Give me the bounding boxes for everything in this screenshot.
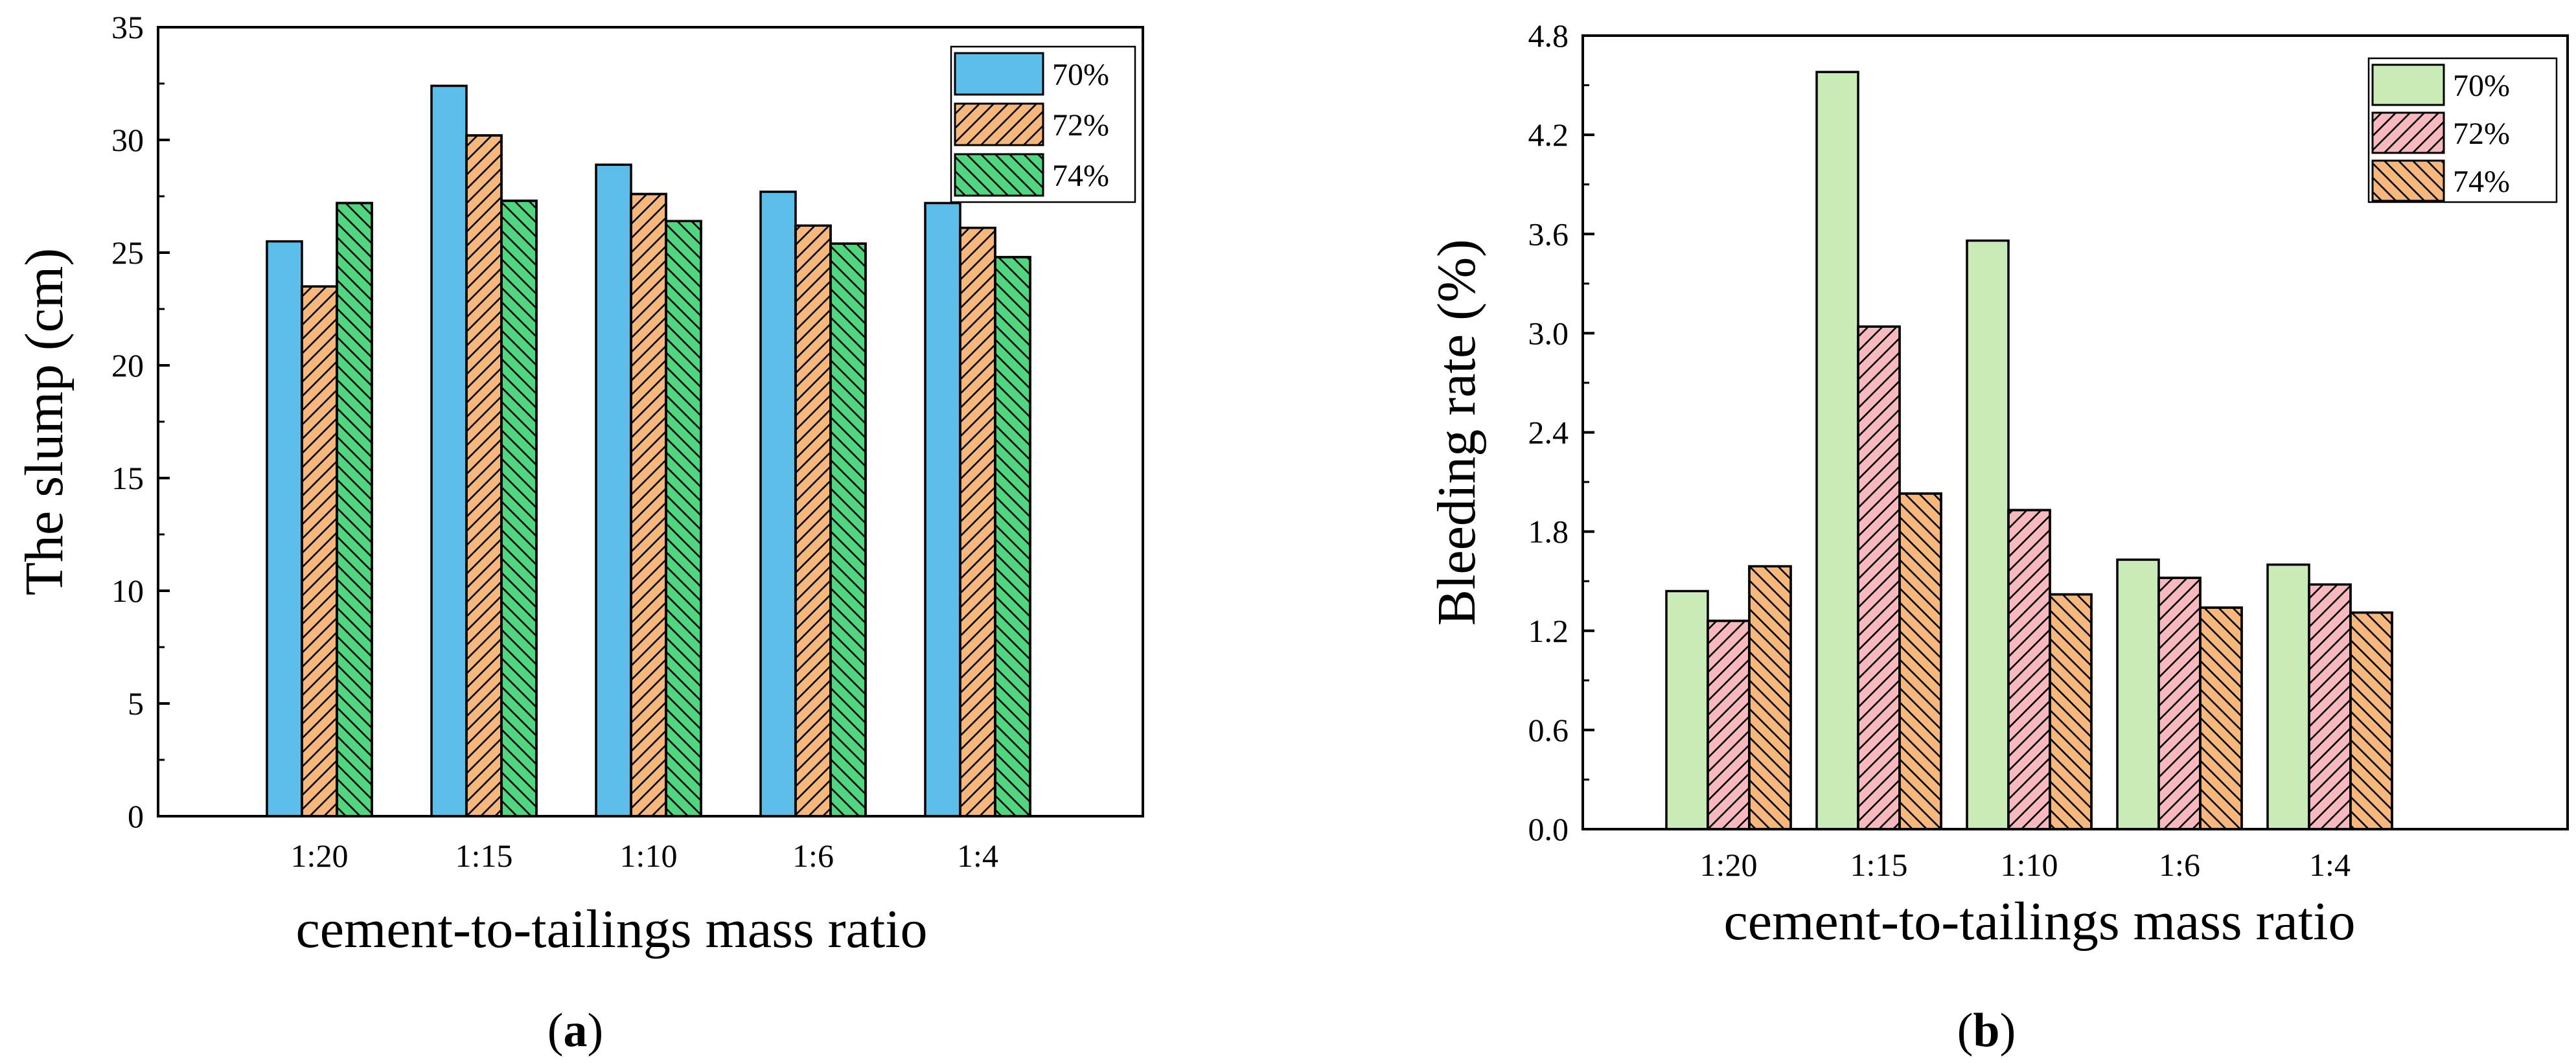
bar-hatch-74pct-1-20 <box>336 201 373 817</box>
bar-hatch-72pct-1-20 <box>1707 619 1751 830</box>
bar-70pct-1-15 <box>1815 71 1859 830</box>
y-axis-title: The slump (cm) <box>14 248 75 596</box>
y-tick-label: 10 <box>111 573 144 609</box>
bar-hatch-72pct-1-20 <box>301 285 338 817</box>
bar-70pct-1-10 <box>595 163 632 817</box>
x-tick-label: 1:6 <box>2159 847 2200 883</box>
bar-70pct-1-15 <box>430 84 468 817</box>
legend-label: 70% <box>1052 58 1109 92</box>
y-tick-label: 15 <box>111 460 144 496</box>
bar-70pct-1-10 <box>1966 239 2010 830</box>
panel-b-caption: (b) <box>1957 1004 2016 1057</box>
legend: 70% 72% 74% <box>950 45 1136 203</box>
legend-label: 72% <box>1052 108 1109 143</box>
bleeding-rate-chart: 1:20 1:15 1:10 1:6 1:4 0.0 0.6 1.2 1.8 2.4 3.0 3.6 4… <box>1427 17 2569 952</box>
y-axis-title: Bleeding rate (%) <box>1427 239 1487 626</box>
y-tick-label: 35 <box>111 9 144 45</box>
bar-hatch-74pct-1-4 <box>994 256 1031 817</box>
slump-chart: 1:20 1:15 1:10 1:6 1:4 0 5 10 15 20 25 30 35 cement-t… <box>14 9 1144 959</box>
x-tick-label: 1:15 <box>455 838 513 874</box>
bar-70pct-1-20 <box>266 240 303 817</box>
x-tick-label: 1:15 <box>1850 847 1908 883</box>
legend: 70% 72% 74% <box>2367 57 2558 203</box>
y-tick-label: 4.8 <box>1528 17 1569 54</box>
y-tick-label: 0.0 <box>1528 811 1569 847</box>
x-tick-label: 1:4 <box>2309 847 2351 883</box>
legend-swatch-hatch <box>954 153 1044 197</box>
legend-swatch <box>954 52 1044 96</box>
x-tick-label: 1:10 <box>620 838 678 874</box>
bar-hatch-74pct-1-6 <box>2199 606 2243 830</box>
y-tick-label: 3.0 <box>1528 315 1569 351</box>
bar-70pct-1-4 <box>2266 563 2310 830</box>
y-tick-label: 4.2 <box>1528 117 1569 153</box>
x-tick-label: 1:4 <box>957 838 998 874</box>
legend-label: 74% <box>1052 159 1109 193</box>
bar-hatch-74pct-1-15 <box>500 200 538 817</box>
bar-hatch-72pct-1-6 <box>794 224 832 817</box>
y-axis: 0 5 10 15 20 25 30 35 <box>111 9 170 834</box>
legend-swatch <box>2371 63 2445 106</box>
y-tick-label: 5 <box>128 685 144 722</box>
bar-hatch-72pct-1-15 <box>465 134 503 817</box>
y-tick-label: 3.6 <box>1528 216 1569 252</box>
bar-hatch-74pct-1-20 <box>1748 565 1792 830</box>
bar-70pct-1-20 <box>1665 589 1709 830</box>
bar-70pct-1-6 <box>759 190 797 817</box>
x-axis-title: cement-to-tailings mass ratio <box>295 899 927 959</box>
y-tick-label: 0 <box>128 798 144 834</box>
legend-swatch-hatch <box>954 102 1044 146</box>
y-axis: 0.0 0.6 1.2 1.8 2.4 3.0 3.6 4.2 4.8 <box>1528 17 1594 847</box>
x-tick-label: 1:20 <box>291 838 349 874</box>
y-tick-label: 2.4 <box>1528 415 1569 451</box>
bar-hatch-72pct-1-10 <box>630 192 667 817</box>
bar-hatch-72pct-1-4 <box>2308 583 2352 830</box>
bar-hatch-72pct-1-15 <box>1857 325 1901 830</box>
x-tick-label: 1:10 <box>2001 847 2058 883</box>
bar-70pct-1-6 <box>2116 558 2160 830</box>
legend-label: 74% <box>2453 165 2510 199</box>
bars <box>266 84 1031 817</box>
x-axis-title: cement-to-tailings mass ratio <box>1723 891 2355 952</box>
legend-swatch-hatch <box>2371 159 2445 202</box>
bar-hatch-72pct-1-10 <box>2007 509 2051 830</box>
y-tick-label: 20 <box>111 347 144 383</box>
bar-hatch-72pct-1-6 <box>2157 577 2202 830</box>
x-tick-label: 1:20 <box>1700 847 1758 883</box>
legend-label: 70% <box>2453 69 2510 103</box>
y-tick-label: 30 <box>111 122 144 158</box>
bar-hatch-74pct-1-10 <box>665 220 702 817</box>
y-tick-label: 0.6 <box>1528 712 1569 748</box>
y-tick-label: 1.8 <box>1528 514 1569 550</box>
panel-a-caption: (a) <box>547 1004 603 1057</box>
bar-hatch-72pct-1-4 <box>959 226 996 817</box>
bar-hatch-74pct-1-6 <box>829 242 867 817</box>
y-tick-label: 1.2 <box>1528 613 1569 649</box>
bars <box>1665 71 2393 830</box>
legend-swatch-hatch <box>2371 111 2445 154</box>
bar-hatch-74pct-1-10 <box>2049 593 2093 830</box>
bar-hatch-74pct-1-4 <box>2349 611 2393 830</box>
bar-hatch-74pct-1-15 <box>1898 492 1942 830</box>
y-tick-label: 25 <box>111 234 144 271</box>
bar-70pct-1-4 <box>924 201 961 817</box>
legend-label: 72% <box>2453 117 2510 151</box>
x-tick-label: 1:6 <box>792 838 834 874</box>
